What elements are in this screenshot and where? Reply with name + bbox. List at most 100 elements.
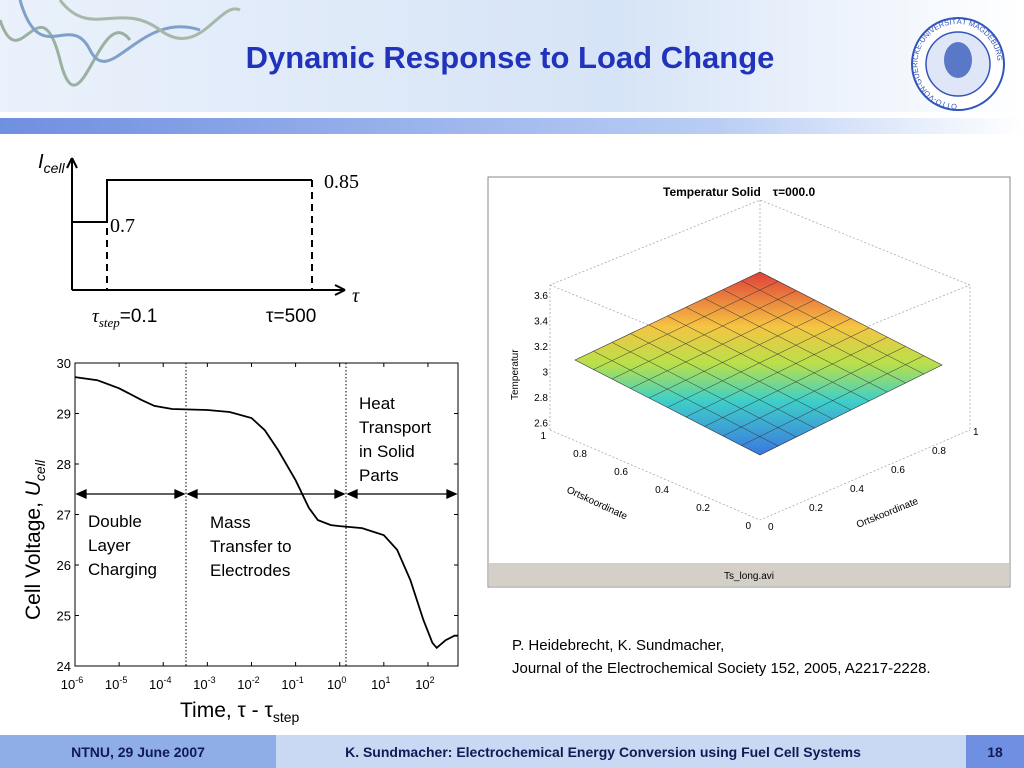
x-tick-label: 10-3: [193, 675, 215, 692]
tick-exponent: 1: [386, 675, 391, 685]
tick-exponent: 0: [341, 675, 346, 685]
label: Cell Voltage,: [22, 496, 45, 620]
grid-line: [722, 346, 906, 437]
y-tick-label: 0: [768, 522, 774, 533]
current-step: [72, 179, 312, 223]
x-tick-label: 0.6: [614, 467, 628, 478]
tick-exponent: -1: [296, 675, 304, 685]
label: U: [22, 480, 45, 496]
label-sub: cell: [32, 459, 48, 481]
y-tick-label: 26: [57, 558, 71, 573]
label: I: [38, 151, 44, 173]
sim-ticks: 3.63.43.232.82.610.80.60.40.20 00.20.40.6…: [534, 291, 979, 533]
tick-exponent: 2: [430, 675, 435, 685]
step-label: τstep=0.1: [92, 306, 157, 330]
tick-base: 10: [61, 677, 75, 692]
end-label: τ=500: [266, 306, 316, 327]
grid-line: [704, 336, 888, 427]
grid-line: [722, 289, 906, 384]
phase-annotation: Mass: [210, 513, 251, 532]
tick-base: 10: [415, 677, 429, 692]
current-diagram: [66, 157, 346, 296]
phase-annotation: Double: [88, 512, 142, 531]
footer-page-bg: [966, 735, 1024, 768]
x-tick-label: 102: [415, 675, 434, 692]
sim-title: Temperatur Solid τ=000.0: [663, 185, 816, 199]
grid-line: [741, 355, 924, 446]
z-tick-label: 3: [542, 368, 548, 379]
voltage-x-label: Time, τ - τstep: [180, 699, 299, 725]
label: Time, τ - τ: [180, 699, 274, 722]
tick-base: 10: [327, 677, 341, 692]
voltage-line: [74, 376, 458, 650]
z-tick-label: 3.2: [534, 342, 548, 353]
plot-frame: [74, 362, 459, 667]
voltage-y-label: Cell Voltage, Ucell: [22, 459, 48, 620]
label-sub: step: [273, 709, 300, 725]
tick-base: 10: [193, 677, 207, 692]
label: =0.1: [120, 306, 158, 327]
low-value-label: 0.7: [110, 215, 135, 237]
grid-line: [741, 280, 924, 375]
footer-left-bg: [0, 735, 276, 768]
footer-left: NTNU, 29 June 2007: [71, 744, 205, 760]
tick-base: 10: [237, 677, 251, 692]
citation: Journal of the Electrochemical Society 1…: [512, 660, 931, 677]
x-tick-label: 0.8: [573, 449, 587, 460]
tick-base: 10: [281, 677, 295, 692]
z-tick-label: 2.6: [534, 419, 548, 430]
axis-arrow: [66, 157, 78, 169]
sim-box: [549, 199, 971, 521]
label: Temperatur Solid: [663, 185, 761, 199]
y-tick-label: 29: [57, 407, 71, 422]
y-tick-label: 30: [57, 356, 71, 371]
y-tick-label: 1: [973, 427, 979, 438]
y-tick-label: 0.8: [932, 446, 946, 457]
tick-base: 10: [371, 677, 385, 692]
phase-annotation: Electrodes: [210, 561, 290, 580]
label-sub: step: [99, 315, 120, 330]
phase-annotation: in Solid: [359, 442, 415, 461]
axis-arrow: [334, 284, 346, 296]
tick-base: 10: [149, 677, 163, 692]
current-y-label: Icell: [38, 151, 65, 176]
phase-annotation: Transport: [359, 418, 431, 437]
phase-annotation: Layer: [88, 536, 131, 555]
tick-exponent: -6: [75, 675, 83, 685]
tick-base: 10: [105, 677, 119, 692]
tick-exponent: -3: [208, 675, 216, 685]
label: τ: [92, 306, 100, 327]
phase-annotation: Charging: [88, 560, 157, 579]
label-sub: cell: [44, 160, 66, 176]
x-tick-label: 10-1: [281, 675, 303, 692]
tick-exponent: -2: [252, 675, 260, 685]
header-bg: [0, 0, 1024, 112]
tick-exponent: -5: [119, 675, 127, 685]
phase-dividers: [185, 363, 347, 666]
header-stripe: [0, 118, 1024, 134]
x-tick-label: 101: [371, 675, 390, 692]
x-tick-label: 1: [540, 431, 546, 442]
x-tick-label: 0: [745, 521, 751, 532]
sim-surface-grid: [593, 280, 924, 447]
y-tick-label: 0.4: [850, 484, 864, 495]
citation: P. Heidebrecht, K. Sundmacher,: [512, 637, 724, 654]
y-tick-label: 28: [57, 457, 71, 472]
x-tick-label: 10-5: [105, 675, 127, 692]
sim-filename: Ts_long.avi: [724, 571, 774, 582]
header-waves: [0, 0, 241, 87]
footer-center: K. Sundmacher: Electrochemical Energy Co…: [345, 744, 861, 760]
grid-line: [685, 306, 870, 402]
x-tick-label: 10-2: [237, 675, 259, 692]
y-tick-label: 24: [57, 659, 71, 674]
footer-page: 18: [987, 744, 1003, 760]
phase-annotation: Heat: [359, 394, 395, 413]
z-tick-label: 3.6: [534, 291, 548, 302]
y-tick-label: 0.2: [809, 503, 823, 514]
x-tick-label: 100: [327, 675, 346, 692]
z-tick-label: 3.4: [534, 317, 548, 328]
x-tick-label: 0.4: [655, 485, 669, 496]
